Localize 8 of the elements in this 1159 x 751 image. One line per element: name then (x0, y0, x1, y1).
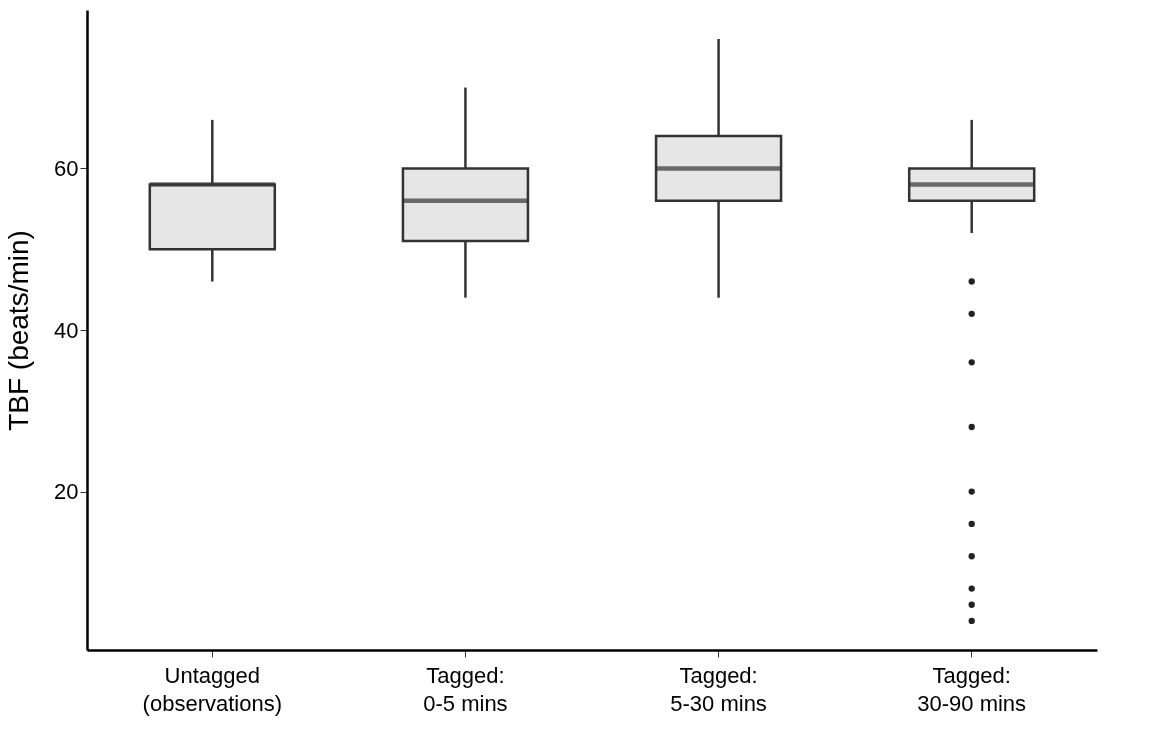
y-tick-label: 40 (54, 317, 79, 343)
y-axis-title: TBF (beats/min) (3, 230, 35, 431)
x-tick-label: Tagged: 5-30 mins (670, 662, 767, 716)
x-tick-label: Tagged: 30-90 mins (917, 662, 1027, 716)
x-tick-label: Untagged (observations) (142, 662, 282, 716)
y-tick-label: 60 (54, 155, 79, 181)
y-tick-label: 20 (54, 479, 79, 505)
x-tick-label: Tagged: 0-5 mins (423, 662, 508, 716)
